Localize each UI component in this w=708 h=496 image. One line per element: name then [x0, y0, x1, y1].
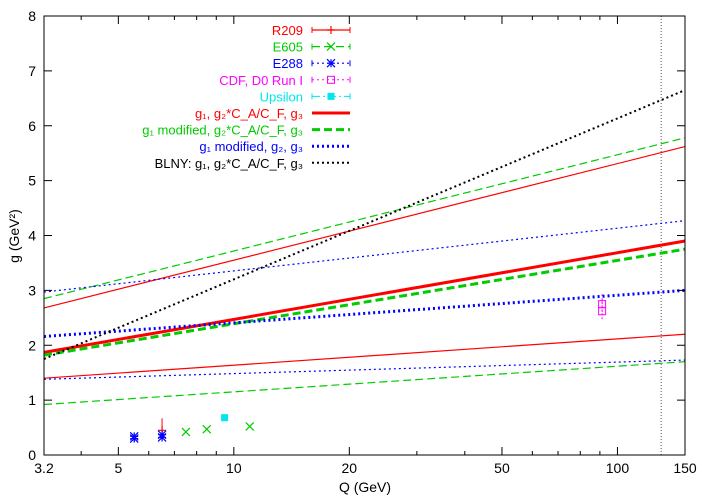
legend-label-3: CDF, D0 Run I — [219, 73, 303, 88]
x-tick-label-1: 5 — [114, 460, 122, 476]
x-tick-label-6: 150 — [673, 460, 697, 476]
data-point-3-1 — [598, 300, 607, 309]
axis-ticks: 3.2 5 10 20 50 100 150 0 1 2 3 4 5 6 7 8 — [28, 8, 697, 476]
legend-sample-marker-2 — [326, 58, 336, 68]
series-line-5-0 — [43, 239, 686, 354]
x-tick-label-0: 3.2 — [34, 460, 54, 476]
plot-lines — [43, 16, 686, 455]
y-tick-label-2: 2 — [28, 337, 36, 353]
legend-sample-marker-3 — [327, 75, 335, 84]
legend-label-6: g₁ modified, g₂*C_A/C_F, g₃ — [142, 123, 303, 138]
data-point-1-1 — [202, 424, 212, 434]
series-line-1-1 — [43, 361, 686, 406]
data-point-1-2 — [245, 422, 255, 431]
series-line-6-0 — [43, 247, 686, 357]
y-axis-title: g (GeV²) — [6, 209, 22, 263]
legend-label-4: Upsilon — [260, 89, 303, 104]
legend-label-7: g₁ modified, g₂, g₃ — [199, 139, 303, 154]
series-line-0-1 — [43, 333, 686, 379]
legend-label-8: BLNY: g₁, g₂*C_A/C_F, g₃ — [155, 156, 303, 171]
y-tick-label-0: 0 — [28, 447, 36, 463]
legend-label-0: R209 — [272, 23, 303, 38]
series-line-7-0 — [43, 288, 686, 338]
x-tick-label-4: 50 — [494, 460, 510, 476]
data-point-4-0 — [221, 414, 229, 422]
y-tick-label-1: 1 — [28, 392, 36, 408]
y-tick-label-8: 8 — [28, 8, 36, 24]
x-axis-title: Q (GeV) — [339, 479, 391, 495]
series-line-1-0 — [43, 137, 686, 300]
series-line-8-0 — [43, 89, 686, 360]
legend-label-5: g₁, g₂*C_A/C_F, g₃ — [195, 106, 303, 121]
data-point-2-1 — [129, 431, 139, 441]
y-tick-label-6: 6 — [28, 118, 36, 134]
x-tick-label-5: 100 — [606, 460, 630, 476]
series-line-2-1 — [43, 359, 686, 380]
data-point-1-0 — [181, 427, 191, 437]
legend-sample-marker-0 — [327, 26, 335, 34]
legend-sample-marker-4 — [327, 92, 335, 100]
y-tick-label-4: 4 — [28, 228, 36, 244]
legend-sample-marker-1 — [326, 42, 336, 52]
series-line-0-0 — [43, 146, 686, 309]
y-tick-label-3: 3 — [28, 282, 36, 298]
legend-label-1: E605 — [273, 40, 303, 55]
plot-points — [129, 294, 607, 443]
x-tick-label-3: 20 — [342, 460, 358, 476]
legend-label-2: E288 — [273, 56, 303, 71]
y-tick-label-5: 5 — [28, 173, 36, 189]
data-point-2-3 — [157, 430, 167, 440]
y-tick-label-7: 7 — [28, 63, 36, 79]
x-tick-label-2: 10 — [226, 460, 242, 476]
